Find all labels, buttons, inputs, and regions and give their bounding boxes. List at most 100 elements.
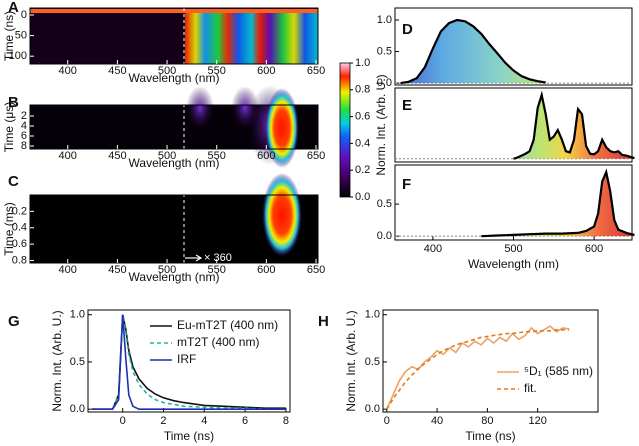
panel-label: B bbox=[8, 94, 19, 111]
x-tick-label: 500 bbox=[504, 243, 522, 255]
y-tick-label: 0.2 bbox=[355, 164, 370, 176]
spectrum-fill bbox=[400, 20, 546, 84]
y-tick-label: 0.0 bbox=[377, 230, 392, 242]
series-line bbox=[92, 314, 286, 410]
x-axis-label: Wavelength (nm) bbox=[129, 71, 220, 85]
plot-frame bbox=[394, 87, 633, 163]
y-tick-label: 0 bbox=[21, 9, 27, 21]
panel-label: C bbox=[8, 173, 19, 190]
spectrum-line bbox=[481, 168, 635, 238]
x-tick-label: 400 bbox=[59, 65, 77, 77]
y-tick-label: 50 bbox=[15, 29, 27, 41]
y-tick-label: 0.0 bbox=[355, 191, 370, 203]
legend-label: mT2T (400 nm) bbox=[177, 335, 259, 349]
y-tick-label: 0.8 bbox=[12, 254, 27, 266]
y-axis-label: Time (ns) bbox=[2, 11, 16, 61]
plot-frame bbox=[394, 7, 633, 86]
plot-frame bbox=[382, 309, 599, 413]
x-tick-label: 450 bbox=[108, 264, 126, 276]
y-axis-label: Time (μs) bbox=[2, 102, 16, 152]
legend-label: ⁵D₁ (585 nm) bbox=[524, 364, 593, 378]
spectrum-fill bbox=[513, 95, 635, 159]
x-tick-label: 120 bbox=[528, 415, 546, 427]
x-axis-label: Time (ns) bbox=[164, 429, 214, 443]
y-tick-label: 0.5 bbox=[377, 45, 392, 57]
y-tick-label: 0.8 bbox=[355, 84, 370, 96]
x-tick-label: 650 bbox=[307, 150, 325, 162]
plot-frame bbox=[29, 104, 319, 150]
y-tick-label: 0.5 bbox=[70, 356, 85, 368]
x-tick-label: 500 bbox=[158, 150, 176, 162]
y-axis-label: Norm. Int. (Arb. U.) bbox=[344, 310, 358, 411]
panel-label: G bbox=[8, 313, 20, 330]
spectrum-line bbox=[400, 18, 546, 85]
y-tick-label: 0.4 bbox=[355, 137, 370, 149]
y-tick-label: 0.0 bbox=[377, 77, 392, 89]
legend-label: IRF bbox=[177, 352, 196, 366]
y-tick-label: 1.0 bbox=[70, 309, 85, 321]
x-axis-label: Wavelength (nm) bbox=[129, 270, 220, 284]
x-axis-label: Time (ns) bbox=[465, 429, 515, 443]
x-tick-label: 4 bbox=[201, 415, 207, 427]
annotation: × 360 bbox=[204, 252, 232, 264]
x-tick-label: 600 bbox=[257, 65, 275, 77]
panel-label: A bbox=[8, 0, 19, 16]
x-axis-label: Wavelength (nm) bbox=[129, 156, 220, 170]
x-tick-label: 450 bbox=[108, 150, 126, 162]
x-tick-label: 600 bbox=[257, 264, 275, 276]
x-tick-label: 550 bbox=[208, 150, 226, 162]
y-tick-label: 0.6 bbox=[355, 111, 370, 123]
x-tick-label: 550 bbox=[208, 264, 226, 276]
x-tick-label: 2 bbox=[160, 415, 166, 427]
y-tick-label: 1.0 bbox=[365, 309, 380, 321]
spectrum-line bbox=[513, 90, 635, 160]
y-tick-label: 0.0 bbox=[365, 403, 380, 415]
x-tick-label: 650 bbox=[307, 264, 325, 276]
x-tick-label: 0 bbox=[384, 415, 390, 427]
plot-frame bbox=[29, 194, 319, 264]
x-tick-label: 450 bbox=[108, 65, 126, 77]
x-tick-label: 600 bbox=[585, 243, 603, 255]
y-tick-label: 0.0 bbox=[70, 403, 85, 415]
legend-label: fit. bbox=[524, 381, 537, 395]
y-tick-label: 100 bbox=[9, 50, 27, 62]
x-tick-label: 500 bbox=[158, 264, 176, 276]
y-tick-label: 1.0 bbox=[377, 14, 392, 26]
y-tick-label: 0.4 bbox=[12, 222, 27, 234]
x-tick-label: 400 bbox=[59, 150, 77, 162]
x-tick-label: 40 bbox=[431, 415, 443, 427]
y-tick-label: 0.5 bbox=[377, 198, 392, 210]
series-line bbox=[92, 314, 286, 410]
y-tick-label: 0.5 bbox=[365, 356, 380, 368]
x-tick-label: 400 bbox=[424, 243, 442, 255]
y-tick-label: 0.2 bbox=[12, 205, 27, 217]
x-tick-label: 500 bbox=[158, 65, 176, 77]
x-tick-label: 6 bbox=[242, 415, 248, 427]
plot-frame bbox=[87, 309, 291, 413]
x-tick-label: 550 bbox=[208, 65, 226, 77]
legend-label: Eu-mT2T (400 nm) bbox=[177, 318, 278, 332]
panel-label: H bbox=[318, 313, 329, 330]
y-tick-label: 2 bbox=[21, 110, 27, 122]
x-tick-label: 8 bbox=[283, 415, 289, 427]
x-tick-label: 650 bbox=[307, 65, 325, 77]
y-tick-label: 0.6 bbox=[12, 238, 27, 250]
x-tick-label: 600 bbox=[257, 150, 275, 162]
y-axis-label: Norm. Int. (Arb. U.) bbox=[374, 74, 388, 175]
y-axis-label: Norm. Int. (Arb. U.) bbox=[50, 310, 64, 411]
panel-label: E bbox=[402, 97, 412, 114]
y-tick-label: 6 bbox=[21, 130, 27, 142]
y-tick-label: 1.0 bbox=[355, 57, 370, 69]
heatmap-images bbox=[30, 8, 351, 263]
x-tick-label: 0 bbox=[120, 415, 126, 427]
x-tick-label: 80 bbox=[481, 415, 493, 427]
y-tick-label: 8 bbox=[21, 140, 27, 152]
x-tick-label: 400 bbox=[59, 264, 77, 276]
panel-label: D bbox=[402, 21, 413, 38]
y-axis-label: Time (ms) bbox=[2, 202, 16, 256]
y-tick-label: 4 bbox=[21, 120, 27, 132]
x-axis-label: Wavelength (nm) bbox=[468, 257, 559, 271]
series-line bbox=[386, 329, 570, 410]
panel-label: F bbox=[402, 176, 411, 193]
